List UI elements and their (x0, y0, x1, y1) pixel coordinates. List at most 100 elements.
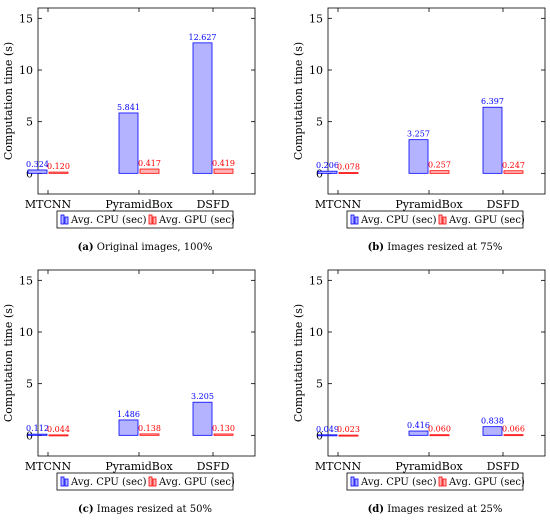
legend-swatch-cpu (350, 476, 359, 487)
y-tick-label: 15 (309, 12, 323, 25)
panel-caption: (d) Images resized at 25% (368, 504, 503, 515)
bar-cpu (408, 430, 429, 436)
legend-label-gpu: Avg. GPU (sec) (158, 215, 235, 226)
data-label-gpu: 0.044 (47, 425, 70, 434)
caption-label: (b) (368, 242, 384, 253)
chart-panel-c: 0 5 10 15 Computation time (s) MTCNN 0.112 0.04… (0, 262, 260, 524)
legend-label-cpu: Avg. CPU (sec) (70, 477, 147, 488)
chart-svg: 0 5 10 15 Computation time (s) MTCNN 0.3240.12… (2, 7, 256, 253)
y-axis-label: Computation time (s) (2, 304, 15, 422)
bar-cpu (27, 169, 48, 174)
bar-gpu (338, 434, 359, 437)
y-tick-label: 10 (19, 326, 33, 339)
legend-label-cpu: Avg. CPU (sec) (360, 215, 437, 226)
data-label-gpu: 0.120 (47, 162, 70, 171)
y-tick-label: 10 (309, 326, 323, 339)
y-tick-label: 5 (26, 116, 33, 129)
bar-cpu (192, 42, 213, 174)
plot-frame (327, 269, 546, 457)
bar-cpu (482, 426, 503, 436)
chart-svg: 0 5 10 15 Computation time (s) MTCNN 0.1120.04… (2, 269, 256, 515)
y-tick-label: 15 (19, 12, 33, 25)
caption-label: (a) (78, 242, 94, 253)
x-tick-label: MTCNN (315, 198, 362, 211)
data-label-gpu: 0.247 (502, 161, 525, 170)
data-label-cpu: 0.324 (26, 160, 49, 169)
legend-label-gpu: Avg. GPU (sec) (448, 215, 525, 226)
data-label-gpu: 0.130 (212, 424, 235, 433)
legend: Avg. CPU (sec) Avg. GPU (sec) (346, 210, 525, 229)
data-label-gpu: 0.023 (337, 425, 360, 434)
data-label-cpu: 3.205 (191, 392, 214, 401)
data-label-cpu: 0.416 (407, 421, 430, 430)
legend-label-gpu: Avg. GPU (sec) (158, 477, 235, 488)
x-tick-label: MTCNN (25, 460, 72, 473)
legend-swatch-gpu (438, 476, 447, 487)
x-tick-label: PyramidBox (395, 460, 463, 473)
legend-label-cpu: Avg. CPU (sec) (70, 215, 147, 226)
bar-gpu (139, 168, 160, 174)
legend-label-cpu: Avg. CPU (sec) (360, 477, 437, 488)
bar-cpu (408, 139, 429, 174)
panel-caption: (a) Original images, 100% (78, 242, 213, 253)
bar-cpu (317, 170, 338, 174)
data-label-cpu: 3.257 (407, 130, 430, 139)
data-label-cpu: 5.841 (117, 103, 140, 112)
y-tick-label: 0 (316, 167, 323, 180)
legend-swatch-cpu (60, 476, 69, 487)
bar-gpu (429, 170, 450, 174)
caption-text: Original images, 100% (97, 242, 213, 253)
legend-swatch-cpu (350, 214, 359, 225)
bar-cpu (482, 106, 503, 174)
data-label-cpu: 1.486 (117, 410, 140, 419)
bar-gpu (503, 434, 524, 437)
caption-label: (d) (368, 504, 384, 515)
panel-caption: (c) Images resized at 50% (78, 504, 212, 515)
legend-swatch-cpu (60, 214, 69, 225)
bar-cpu (192, 401, 213, 436)
data-label-gpu: 0.060 (428, 425, 451, 434)
x-tick-label: PyramidBox (105, 198, 173, 211)
chart-svg: 0 5 10 15 Computation time (s) MTCNN 0.2060.07… (292, 7, 546, 253)
chart-panel-a: 0 5 10 15 Computation time (s) MTCNN 0.324 0.12… (0, 0, 260, 262)
x-tick-label: MTCNN (315, 460, 362, 473)
bar-cpu (118, 112, 139, 174)
panel-caption: (b) Images resized at 75% (368, 242, 503, 253)
bar-gpu (429, 434, 450, 437)
data-label-cpu: 6.397 (481, 97, 504, 106)
y-tick-label: 5 (26, 378, 33, 391)
caption-text: Images resized at 25% (387, 504, 502, 515)
legend: Avg. CPU (sec) Avg. GPU (sec) (346, 472, 525, 491)
x-tick-label: MTCNN (25, 198, 72, 211)
data-label-gpu: 0.419 (212, 159, 235, 168)
y-tick-label: 15 (309, 274, 323, 287)
bar-gpu (338, 172, 359, 174)
y-tick-label: 5 (316, 378, 323, 391)
x-tick-label: PyramidBox (105, 460, 173, 473)
legend-swatch-gpu (148, 476, 157, 487)
legend: Avg. CPU (sec) Avg. GPU (sec) (56, 472, 235, 491)
y-tick-label: 0 (26, 429, 33, 442)
plot-frame (37, 7, 256, 195)
bar-gpu (503, 170, 524, 174)
plot-frame (327, 7, 546, 195)
x-tick-label: DSFD (197, 460, 230, 473)
x-tick-label: DSFD (487, 460, 520, 473)
x-tick-label: PyramidBox (395, 198, 463, 211)
x-tick-label: DSFD (197, 198, 230, 211)
legend-label-gpu: Avg. GPU (sec) (448, 477, 525, 488)
bar-cpu (27, 433, 48, 436)
legend: Avg. CPU (sec) Avg. GPU (sec) (56, 210, 235, 229)
y-axis-label: Computation time (s) (292, 304, 305, 422)
y-axis-label: Computation time (s) (292, 42, 305, 160)
caption-label: (c) (78, 504, 94, 515)
data-label-gpu: 0.257 (428, 161, 451, 170)
data-label-cpu: 0.206 (316, 161, 339, 170)
y-tick-label: 10 (19, 64, 33, 77)
bar-gpu (48, 171, 69, 174)
data-label-gpu: 0.417 (138, 159, 161, 168)
y-axis-label: Computation time (s) (2, 42, 15, 160)
y-tick-label: 10 (309, 64, 323, 77)
